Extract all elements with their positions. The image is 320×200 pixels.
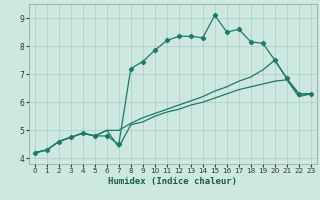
- X-axis label: Humidex (Indice chaleur): Humidex (Indice chaleur): [108, 177, 237, 186]
